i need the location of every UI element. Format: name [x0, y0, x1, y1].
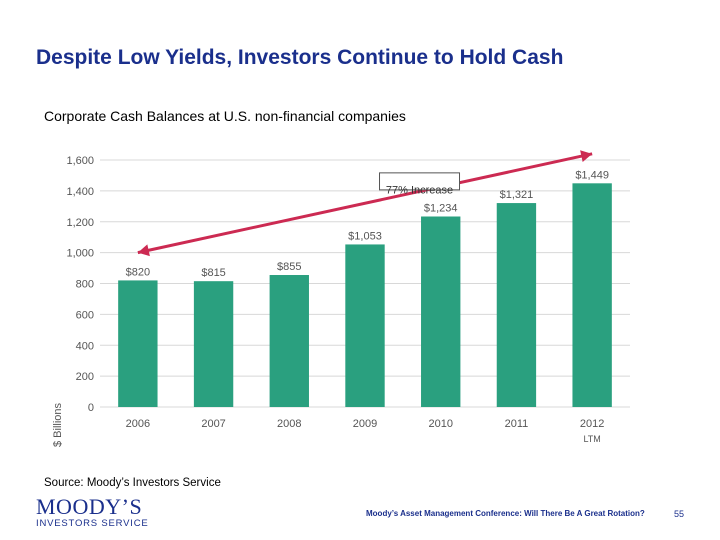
bar-2011: [496, 203, 537, 407]
annotation-box: [379, 172, 461, 191]
y-axis-label: $ Billions: [52, 402, 64, 447]
y-tick-labels: 0 200 400 600 800 1,000 1,200 1,400 1,600: [66, 155, 94, 414]
y-tick-label: 600: [76, 309, 94, 321]
logo-subtext: INVESTORS SERVICE: [36, 518, 149, 529]
footer-text: Moody’s Asset Management Conference: Wil…: [366, 509, 645, 518]
page-number: 55: [674, 509, 685, 519]
arrowhead-right: [580, 150, 593, 163]
bar-2008: [269, 275, 309, 407]
y-tick-label: 1,400: [66, 186, 94, 198]
x-tick-label: 2009: [353, 418, 377, 430]
bar-2006: [118, 280, 158, 407]
x-tick-label: 2006: [126, 418, 150, 430]
y-tick-label: 200: [76, 371, 94, 383]
x-tick-label: 2008: [277, 418, 301, 430]
y-tick-label: 1,200: [66, 217, 94, 229]
x-tick-label: 2010: [428, 418, 452, 430]
value-label: $1,234: [424, 203, 458, 215]
x-tick-label: 2012: [580, 418, 604, 430]
value-label: $1,053: [348, 230, 382, 242]
bar-2009: [345, 244, 385, 407]
arrowhead-left: [137, 244, 150, 257]
bar-2007: [193, 281, 234, 407]
annotation-text: 77% Increase: [386, 184, 453, 196]
x-tick-label: 2011: [505, 418, 529, 430]
x-tick-sublabel: LTM: [583, 434, 600, 444]
x-tick-label: 2007: [201, 418, 225, 430]
y-tick-label: 1,000: [66, 248, 94, 260]
value-label: $1,321: [500, 189, 534, 201]
y-tick-label: 800: [76, 279, 94, 291]
x-tick-labels: 2006 2007 2008 2009 2010 2011 2012 LTM: [126, 418, 605, 444]
bars: [118, 183, 612, 407]
increase-arrow: 77% Increase: [137, 150, 593, 257]
bar-2012: [572, 183, 612, 407]
y-tick-label: 0: [88, 402, 94, 414]
value-label: $1,449: [575, 169, 609, 181]
slide-title: Despite Low Yields, Investors Continue t…: [36, 46, 564, 69]
bar-chart: 0 200 400 600 800 1,000 1,200 1,400 1,600 $ Bill…: [52, 150, 630, 447]
moodys-logo: MOODY’S INVESTORS SERVICE: [36, 494, 149, 530]
bar-2010: [421, 216, 461, 407]
top-rule: [0, 0, 720, 18]
source-note: Source: Moody’s Investors Service: [44, 477, 221, 489]
value-labels: $820 $815 $855 $1,053 $1,234 $1,321 $1,449: [126, 169, 609, 279]
logo-text: MOODY’S: [36, 494, 143, 519]
arrow-line: [137, 152, 593, 255]
value-label: $855: [277, 261, 301, 273]
value-label: $820: [126, 266, 150, 278]
y-tick-label: 1,600: [66, 155, 94, 167]
chart-subtitle: Corporate Cash Balances at U.S. non-fina…: [44, 108, 406, 124]
value-label: $815: [201, 267, 225, 279]
y-tick-label: 400: [76, 340, 94, 352]
